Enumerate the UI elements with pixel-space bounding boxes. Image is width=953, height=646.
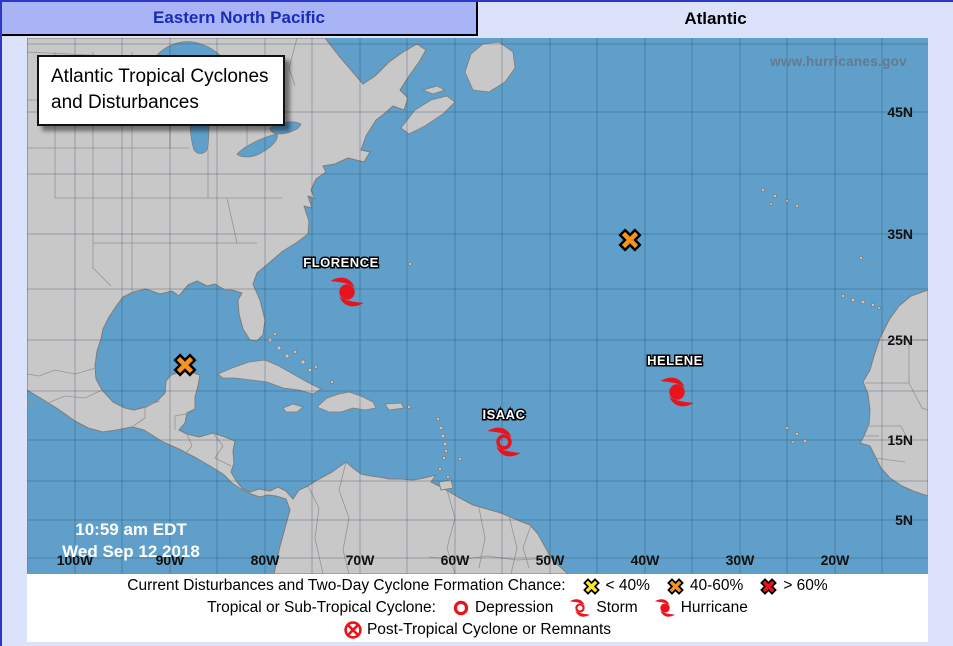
legend-item-chance-low: < 40% <box>581 576 650 596</box>
lat-label-25n: 25N <box>887 332 913 348</box>
orange-x-icon <box>665 576 685 596</box>
legend-line-cyclones: Tropical or Sub-Tropical Cyclone: Depres… <box>207 597 748 619</box>
depression-icon <box>453 600 469 616</box>
lon-label-20w: 20W <box>821 552 851 568</box>
tab-eastern-north-pacific[interactable]: Eastern North Pacific <box>2 2 478 36</box>
lon-label-60w: 60W <box>441 552 471 568</box>
lon-label-30w: 30W <box>726 552 756 568</box>
legend-post-tropical-label: Post-Tropical Cyclone or Remnants <box>366 621 612 638</box>
lat-label-15n: 15N <box>887 432 913 448</box>
longitude-labels: 100W 90W 80W 70W 60W 50W 40W 30W 20W <box>57 552 850 568</box>
legend-item-hurricane: Hurricane <box>654 597 748 619</box>
legend-hurricane-label: Hurricane <box>680 599 748 616</box>
tab-atlantic-label: Atlantic <box>684 9 747 28</box>
legend-item-post-tropical: Post-Tropical Cyclone or Remnants <box>344 621 611 639</box>
storm-label-florence[interactable]: FLORENCE <box>302 254 380 272</box>
lon-label-70w: 70W <box>346 552 376 568</box>
legend: Current Disturbances and Two-Day Cyclone… <box>27 574 928 642</box>
map-title-line1: Atlantic Tropical Cyclones <box>51 66 269 87</box>
hurricane-legend-icon <box>654 597 676 619</box>
storm-label-helene[interactable]: HELENE <box>646 352 704 370</box>
legend-item-depression: Depression <box>452 599 553 617</box>
lon-label-90w: 90W <box>156 552 186 568</box>
lat-lon-grid <box>27 38 928 574</box>
map-title-line2: and Disturbances <box>51 91 199 113</box>
map-title-box: Atlantic Tropical Cyclones and Disturban… <box>37 55 285 127</box>
lon-label-100w: 100W <box>57 552 94 568</box>
legend-item-chance-med: 40-60% <box>665 576 744 596</box>
tropical-storm-icon <box>569 597 591 619</box>
latitude-labels: 45N 35N 25N 15N 5N <box>887 104 913 528</box>
tab-eastern-north-pacific-label: Eastern North Pacific <box>153 8 325 27</box>
red-x-icon <box>759 576 779 596</box>
basin-tab-bar: Eastern North Pacific Atlantic <box>2 2 953 36</box>
legend-item-chance-high: > 60% <box>759 576 828 596</box>
timestamp-time: 10:59 am EDT <box>75 520 187 539</box>
legend-depression-label: Depression <box>474 599 554 616</box>
lon-label-50w: 50W <box>536 552 566 568</box>
lon-label-80w: 80W <box>251 552 281 568</box>
legend-disturbance-label: Current Disturbances and Two-Day Cyclone… <box>127 577 566 594</box>
legend-storm-label: Storm <box>596 599 638 616</box>
tab-atlantic[interactable]: Atlantic <box>478 2 953 36</box>
africa-landmass <box>859 289 928 497</box>
legend-cyclone-label: Tropical or Sub-Tropical Cyclone: <box>207 599 436 616</box>
legend-line-post-tropical: Post-Tropical Cyclone or Remnants <box>344 619 611 641</box>
islands <box>217 41 881 491</box>
legend-line-disturbances: Current Disturbances and Two-Day Cyclone… <box>127 575 828 597</box>
lat-label-35n: 35N <box>887 226 913 242</box>
atlantic-map[interactable]: 45N 35N 25N 15N 5N 100W 90W 80W 70W 60W … <box>27 38 928 574</box>
legend-chance-low-label: < 40% <box>605 577 650 594</box>
lat-label-45n: 45N <box>887 104 913 120</box>
timestamp-date: Wed Sep 12 2018 <box>62 542 200 561</box>
legend-item-storm: Storm <box>569 597 638 619</box>
legend-chance-high-label: > 60% <box>783 577 828 594</box>
watermark: www.hurricanes.gov <box>769 54 907 69</box>
lon-label-40w: 40W <box>631 552 661 568</box>
yellow-x-icon <box>581 576 601 596</box>
storm-label-isaac[interactable]: ISAAC <box>481 406 527 424</box>
legend-chance-med-label: 40-60% <box>689 577 744 594</box>
post-tropical-icon <box>344 621 362 639</box>
lat-label-5n: 5N <box>895 512 913 528</box>
